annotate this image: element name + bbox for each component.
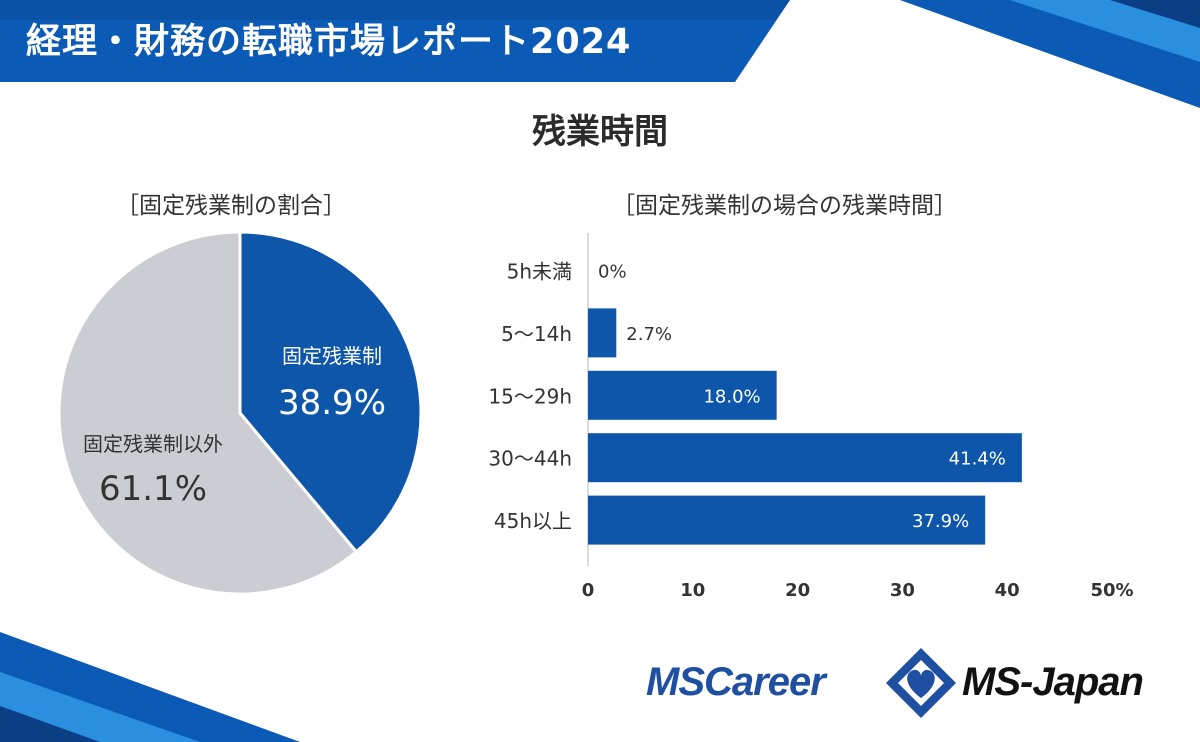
bar-category-label: 15〜29h bbox=[488, 384, 572, 408]
x-tick-label: 0 bbox=[582, 580, 595, 601]
pie-slice-1 bbox=[57, 230, 359, 596]
page-title: 残業時間 bbox=[532, 112, 668, 152]
bar-value-label: 2.7% bbox=[626, 324, 672, 345]
bar-3 bbox=[588, 433, 1022, 483]
bar-category-label: 5h未満 bbox=[507, 260, 572, 284]
x-tick-label: 20 bbox=[785, 580, 810, 601]
bar-category-label: 30〜44h bbox=[488, 447, 572, 471]
msjapan-logo: MS-Japan bbox=[962, 660, 1144, 704]
bar-1 bbox=[588, 308, 617, 358]
pie-slice-label: 固定残業制以外 bbox=[83, 432, 223, 456]
bar-value-label: 37.9% bbox=[912, 511, 969, 532]
corner-stripe-top-right-2 bbox=[1010, 0, 1200, 62]
bar-4 bbox=[588, 495, 986, 545]
x-tick-label: 50% bbox=[1090, 580, 1133, 601]
pie-slice-0 bbox=[238, 230, 423, 554]
x-tick-label: 30 bbox=[890, 580, 915, 601]
bar-category-label: 5〜14h bbox=[501, 322, 572, 346]
bar-2 bbox=[588, 370, 777, 420]
bar-value-label: 18.0% bbox=[703, 386, 760, 407]
pie-slice-label: 固定残業制 bbox=[282, 344, 382, 368]
bar-value-label: 0% bbox=[598, 262, 627, 283]
pie-slice-value: 61.1% bbox=[99, 469, 207, 509]
x-tick-label: 10 bbox=[680, 580, 705, 601]
bar-category-label: 45h以上 bbox=[494, 509, 572, 533]
header-title: 経理・財務の転職市場レポート2024 bbox=[26, 22, 632, 62]
corner-stripe-top-right-3 bbox=[1110, 0, 1200, 28]
header-band-dark bbox=[0, 0, 790, 20]
pie-chart-title: ［固定残業制の割合］ bbox=[116, 193, 346, 219]
diamond-logo-icon bbox=[886, 648, 956, 718]
corner-stripe-bottom-left-3 bbox=[0, 706, 100, 742]
x-tick-label: 40 bbox=[995, 580, 1020, 601]
mscareer-logo: MSCareer bbox=[646, 660, 826, 704]
bar-value-label: 41.4% bbox=[949, 449, 1006, 470]
header-band bbox=[0, 0, 790, 82]
bar-chart-title: ［固定残業制の場合の残業時間］ bbox=[612, 193, 957, 219]
pie-slice-value: 38.9% bbox=[278, 383, 386, 423]
